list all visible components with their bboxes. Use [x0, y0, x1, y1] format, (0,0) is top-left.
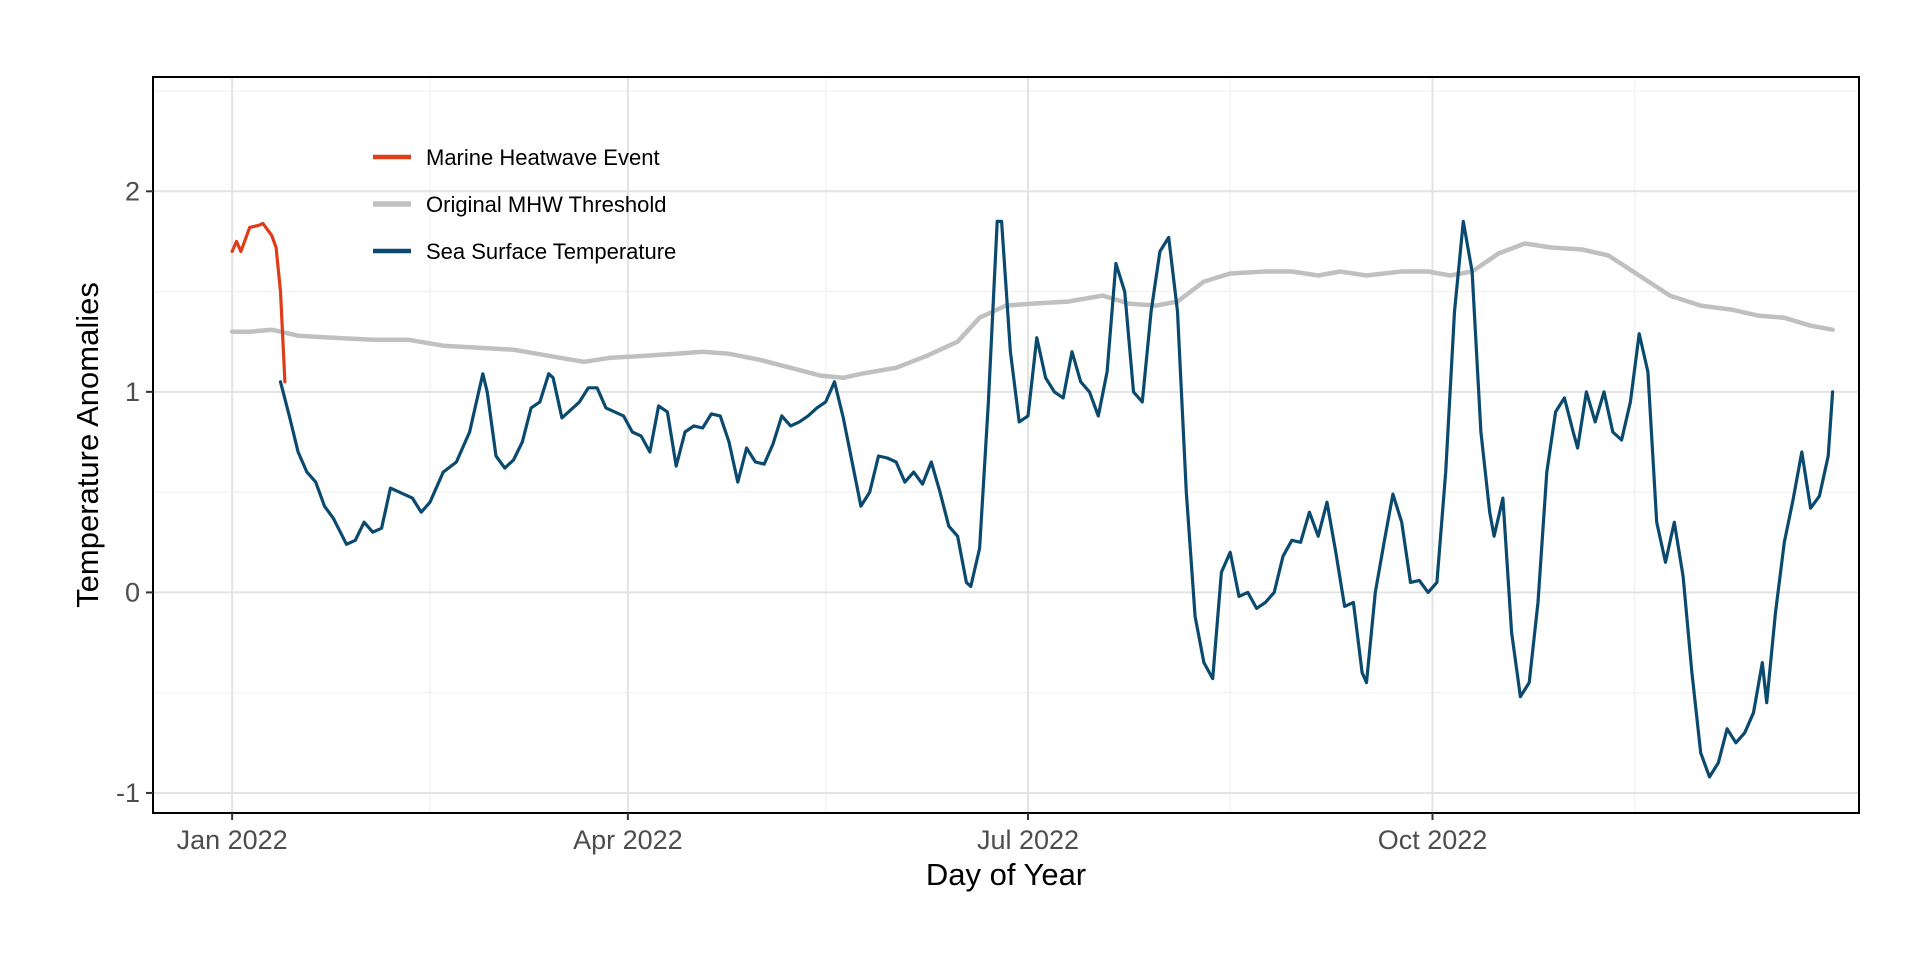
legend-label-marine-heatwave-event: Marine Heatwave Event — [426, 145, 660, 170]
series-line-marine-heatwave-event — [230, 221, 287, 384]
legend-label-original-mhw-threshold: Original MHW Threshold — [426, 192, 666, 217]
y-axis-title: Temperature Anomalies — [70, 282, 105, 608]
plot-panel — [153, 77, 1859, 813]
legend-label-sea-surface-temperature: Sea Surface Temperature — [426, 239, 676, 264]
x-tick-label: Jul 2022 — [977, 825, 1079, 855]
x-tick-label: Jan 2022 — [177, 825, 288, 855]
x-tick-label: Apr 2022 — [573, 825, 683, 855]
y-tick-label: 0 — [125, 577, 140, 607]
y-axis: -1 0 1 2 — [116, 176, 153, 808]
x-tick-label: Oct 2022 — [1378, 825, 1488, 855]
x-axis: Jan 2022 Apr 2022 Jul 2022 Oct 2022 — [177, 813, 1488, 855]
series-line-original-mhw-threshold — [229, 241, 1835, 381]
series-line-sea-surface-temperature — [278, 219, 1835, 779]
plot-border — [152, 76, 1860, 814]
series-layer — [229, 219, 1835, 779]
x-axis-title: Day of Year — [926, 857, 1086, 892]
y-tick-label: -1 — [116, 778, 140, 808]
legend: Marine Heatwave Event Original MHW Thresh… — [373, 145, 676, 264]
major-grid — [153, 77, 1859, 813]
y-tick-label: 2 — [125, 176, 140, 206]
y-tick-label: 1 — [125, 377, 140, 407]
